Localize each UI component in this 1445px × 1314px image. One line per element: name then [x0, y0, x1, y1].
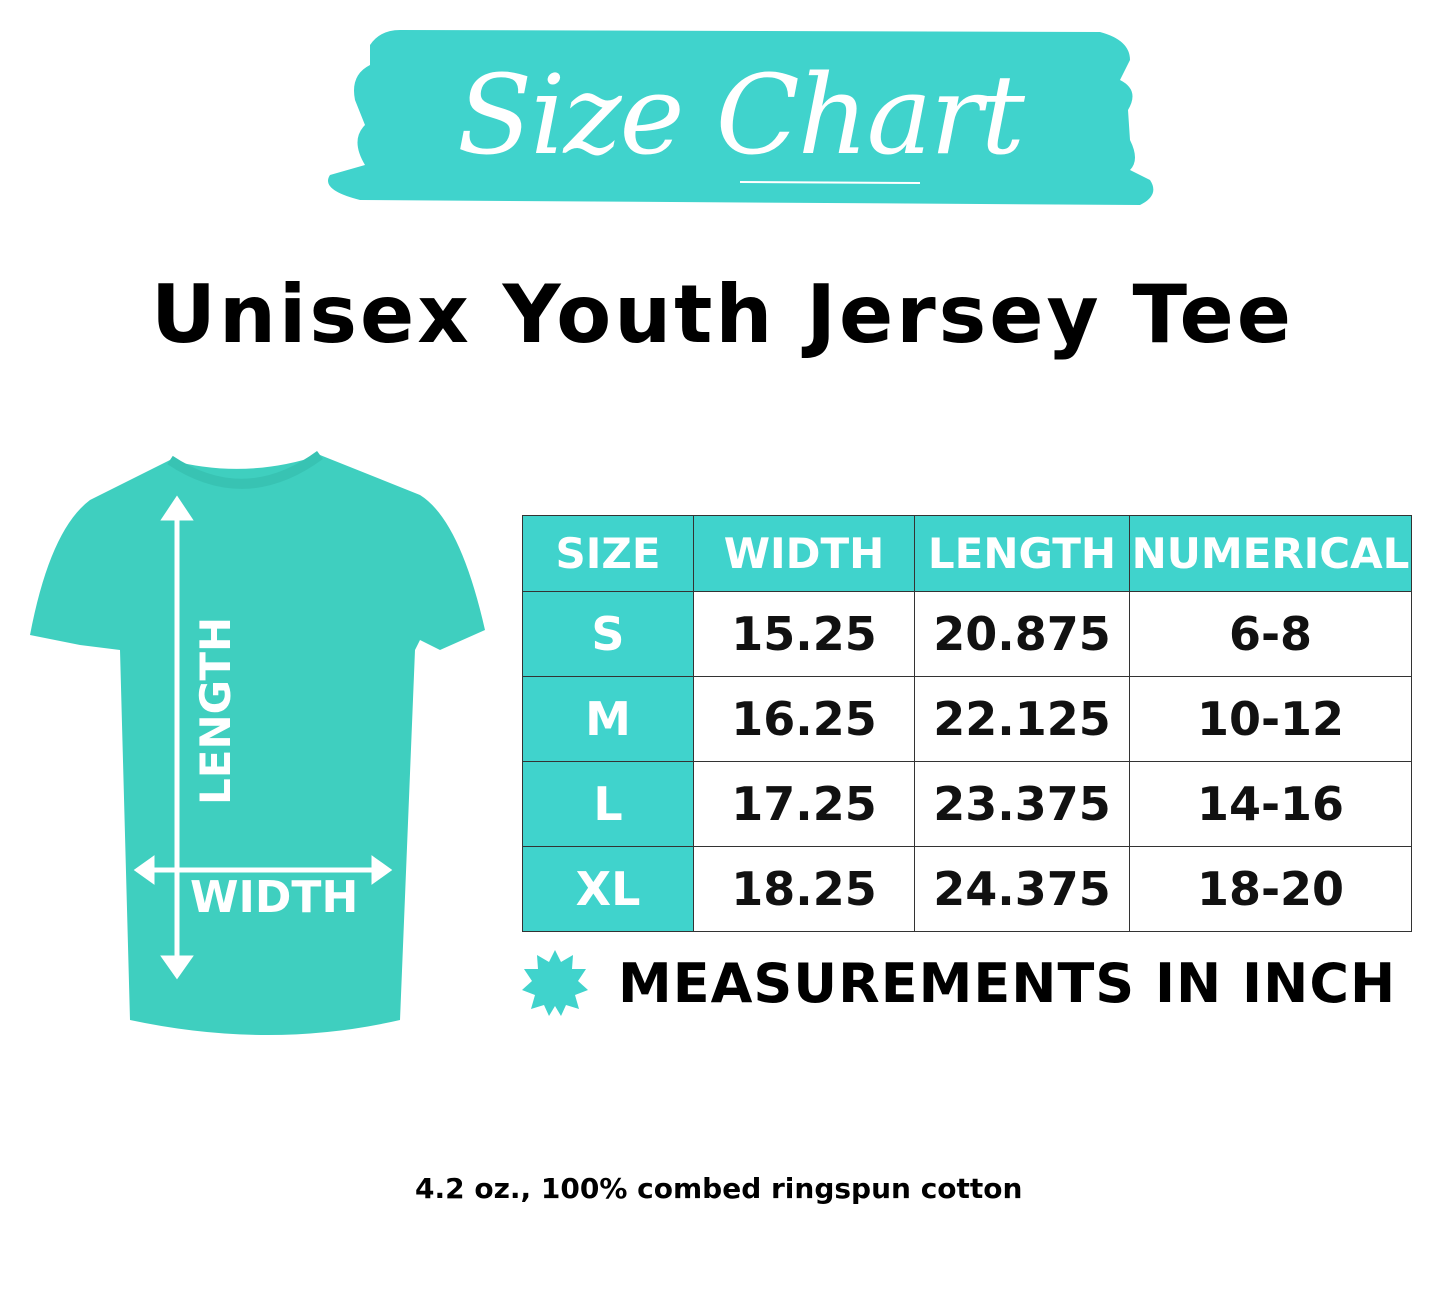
- banner-title: Size Chart: [457, 51, 1025, 179]
- table-row: S 15.25 20.875 6-8: [522, 591, 1412, 677]
- cell-width: 15.25: [693, 591, 915, 677]
- starburst-icon: [522, 950, 588, 1016]
- cell-size: XL: [522, 846, 694, 932]
- measurement-note-text: MEASUREMENTS IN INCH: [618, 951, 1397, 1015]
- cell-numerical: 18-20: [1129, 846, 1412, 932]
- cell-size: S: [522, 591, 694, 677]
- cell-width: 17.25: [693, 761, 915, 847]
- cell-width: 18.25: [693, 846, 915, 932]
- table-row: M 16.25 22.125 10-12: [522, 676, 1412, 762]
- header-length: LENGTH: [914, 515, 1130, 592]
- banner-brush-stroke: [328, 30, 1154, 205]
- tshirt-illustration: [30, 450, 485, 1035]
- cell-numerical: 6-8: [1129, 591, 1412, 677]
- cell-width: 16.25: [693, 676, 915, 762]
- header-width: WIDTH: [693, 515, 915, 592]
- table-header-row: SIZE WIDTH LENGTH NUMERICAL: [522, 515, 1412, 592]
- size-table: SIZE WIDTH LENGTH NUMERICAL S 15.25 20.8…: [522, 515, 1412, 932]
- page-title: Unisex Youth Jersey Tee: [150, 268, 1295, 361]
- cell-size: L: [522, 761, 694, 847]
- fabric-description: 4.2 oz., 100% combed ringspun cotton: [415, 1172, 1023, 1205]
- table-row: L 17.25 23.375 14-16: [522, 761, 1412, 847]
- cell-length: 23.375: [914, 761, 1130, 847]
- header-size: SIZE: [522, 515, 694, 592]
- cell-length: 24.375: [914, 846, 1130, 932]
- cell-length: 20.875: [914, 591, 1130, 677]
- measurement-note: MEASUREMENTS IN INCH: [522, 950, 1396, 1016]
- cell-numerical: 10-12: [1129, 676, 1412, 762]
- cell-numerical: 14-16: [1129, 761, 1412, 847]
- cell-size: M: [522, 676, 694, 762]
- length-label: LENGTH: [191, 616, 240, 805]
- header-numerical: NUMERICAL: [1129, 515, 1412, 592]
- table-row: XL 18.25 24.375 18-20: [522, 846, 1412, 932]
- cell-length: 22.125: [914, 676, 1130, 762]
- width-label: WIDTH: [190, 872, 359, 923]
